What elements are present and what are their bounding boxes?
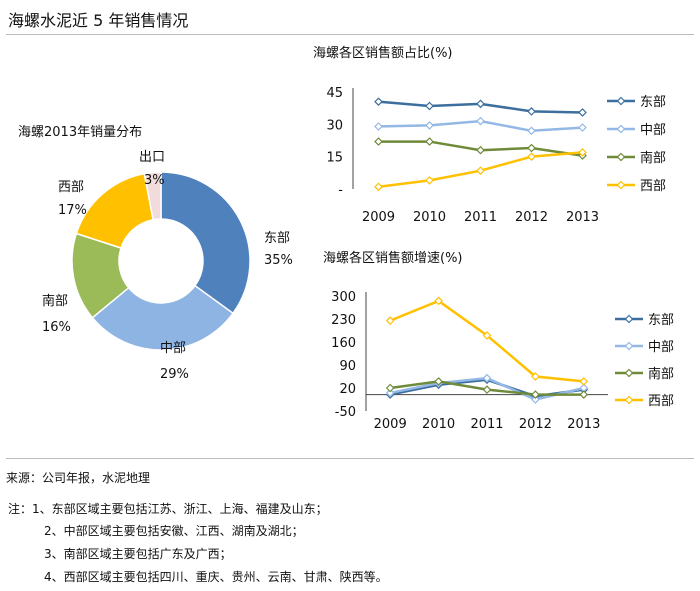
share-line-chart: 海螺各区销售额占比(%) 45 30 15 - 2009 2010 2011 2012 2013… xyxy=(313,45,666,225)
data-point xyxy=(476,116,485,126)
data-point xyxy=(531,372,540,381)
legend-marker xyxy=(616,124,626,134)
legend-marker xyxy=(624,314,634,324)
y-tick-label: 160 xyxy=(331,336,356,351)
data-point xyxy=(531,390,540,399)
pie-slice-value: 16% xyxy=(42,320,71,335)
data-point xyxy=(578,108,587,117)
pie-slice-2 xyxy=(91,284,235,351)
legend-marker xyxy=(624,368,634,378)
data-point xyxy=(425,121,434,130)
data-point xyxy=(531,395,540,404)
data-point xyxy=(476,166,485,176)
data-point xyxy=(578,148,587,157)
data-point xyxy=(385,388,395,398)
x-tick-label: 2013 xyxy=(566,210,599,225)
legend-label: 中部 xyxy=(640,123,666,138)
top-divider xyxy=(6,34,694,35)
data-point xyxy=(374,182,383,192)
footer-divider xyxy=(6,458,694,459)
x-tick-label: 2013 xyxy=(567,417,600,432)
y-tick-label: 300 xyxy=(331,290,356,305)
growth-line-chart: 海螺各区销售额增速(%) 300 230 160 90 20 -50 2009 2010 201… xyxy=(323,250,674,432)
data-point xyxy=(425,176,434,185)
legend-label: 中部 xyxy=(648,340,674,355)
share-chart-title: 海螺各区销售额占比(%) xyxy=(313,45,453,61)
pie-slice-5 xyxy=(143,171,162,221)
note-line-2: 2、中部区域主要包括安徽、江西、湖南及湖北； xyxy=(44,524,304,538)
y-tick-label: 30 xyxy=(326,118,343,133)
legend-label: 西部 xyxy=(640,179,666,194)
y-tick-label: -50 xyxy=(335,405,356,420)
y-tick-label: 90 xyxy=(339,359,356,374)
x-tick-label: 2012 xyxy=(519,417,552,432)
x-tick-label: 2009 xyxy=(362,210,395,225)
pie-slice-value: 3% xyxy=(144,173,165,188)
legend-marker xyxy=(616,180,626,190)
y-tick-label: - xyxy=(338,183,343,198)
x-tick-label: 2012 xyxy=(515,210,548,225)
pie-slice-name: 东部 xyxy=(264,231,290,246)
pie-chart-title: 海螺2013年销量分布 xyxy=(18,125,142,140)
legend-label: 西部 xyxy=(648,394,674,409)
pie-slice-1 xyxy=(160,171,251,315)
data-point xyxy=(482,331,492,340)
legend-label: 东部 xyxy=(648,313,674,328)
x-tick-label: 2009 xyxy=(374,417,407,432)
legend-label: 南部 xyxy=(640,150,666,166)
data-point xyxy=(527,126,536,136)
pie-slice-name: 中部 xyxy=(160,341,186,356)
legend-marker xyxy=(624,341,634,351)
data-point xyxy=(579,377,589,386)
legend-marker xyxy=(624,395,634,405)
data-point xyxy=(476,145,485,155)
data-point xyxy=(578,123,587,132)
data-point xyxy=(434,296,443,306)
pie-slice-value: 35% xyxy=(264,253,293,268)
y-tick-label: 45 xyxy=(326,86,343,101)
pie-slice-4 xyxy=(75,172,155,249)
page-title: 海螺水泥近 5 年销售情况 xyxy=(8,11,189,30)
data-point xyxy=(476,99,485,109)
data-point xyxy=(385,316,395,325)
data-point xyxy=(425,101,434,111)
legend-marker xyxy=(616,96,626,106)
data-point xyxy=(385,383,395,393)
data-point xyxy=(527,143,536,153)
legend-label: 南部 xyxy=(648,366,674,382)
y-tick-label: 230 xyxy=(331,313,356,328)
pie-slice-value: 29% xyxy=(160,367,189,382)
pie-slice-name: 西部 xyxy=(58,180,84,195)
x-tick-label: 2010 xyxy=(422,417,455,432)
y-tick-label: 15 xyxy=(326,151,343,166)
pie-slice-name: 出口 xyxy=(139,150,165,165)
note-line-1: 注：1、东部区域主要包括江苏、浙江、上海、福建及山东； xyxy=(8,502,328,516)
data-point xyxy=(374,122,383,131)
data-point xyxy=(374,97,383,107)
data-point xyxy=(527,152,536,162)
data-point xyxy=(374,137,383,146)
data-point xyxy=(579,390,589,399)
note-line-3: 3、南部区域主要包括广东及广西； xyxy=(44,547,232,561)
legend-label: 东部 xyxy=(640,95,666,110)
pie-slice-value: 17% xyxy=(58,203,87,218)
legend-marker xyxy=(616,152,626,162)
x-tick-label: 2011 xyxy=(464,210,497,225)
data-point xyxy=(482,385,492,394)
growth-chart-title: 海螺各区销售额增速(%) xyxy=(323,250,463,266)
data-point xyxy=(527,107,536,116)
y-tick-label: 20 xyxy=(339,382,356,397)
x-tick-label: 2010 xyxy=(413,210,446,225)
note-line-4: 4、西部区域主要包括四川、重庆、贵州、云南、甘肃、陕西等。 xyxy=(44,570,388,584)
data-point xyxy=(434,377,443,386)
pie-chart: 海螺2013年销量分布 东部 35% 中部 29% 南部 16% 西部 17% 出口 3% xyxy=(18,125,293,382)
data-point xyxy=(425,137,434,146)
data-point xyxy=(482,373,492,383)
source-text: 来源：公司年报，水泥地理 xyxy=(6,471,151,485)
pie-slice-name: 南部 xyxy=(42,293,68,309)
x-tick-label: 2011 xyxy=(470,417,503,432)
series-line xyxy=(389,299,584,383)
charts-area: 海螺2013年销量分布 东部 35% 中部 29% 南部 16% 西部 17% 出口 3% 海螺各… xyxy=(18,45,674,432)
